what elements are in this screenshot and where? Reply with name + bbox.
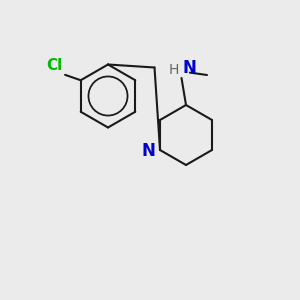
Text: N: N [142, 142, 155, 160]
Text: Cl: Cl [46, 58, 63, 74]
Text: N: N [182, 59, 196, 77]
Text: H: H [169, 62, 179, 76]
